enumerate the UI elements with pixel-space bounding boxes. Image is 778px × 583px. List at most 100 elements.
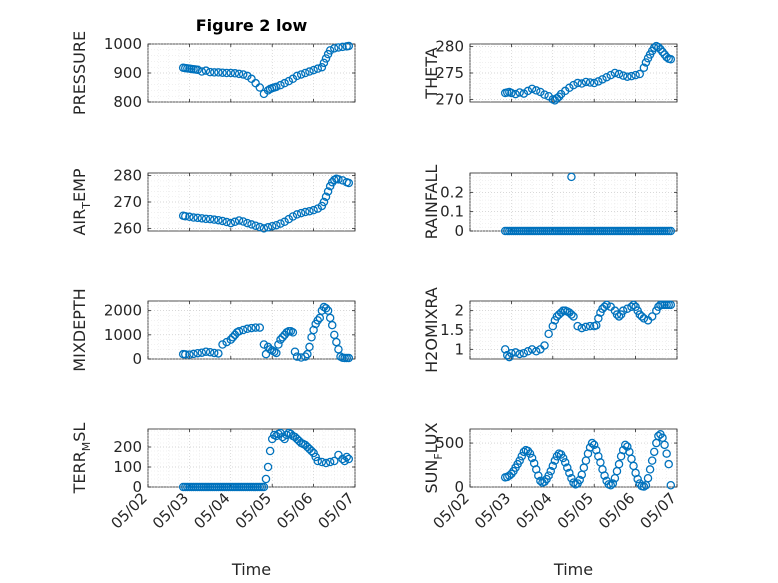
data-point <box>222 217 231 227</box>
data-point <box>666 55 676 64</box>
data-point <box>288 212 298 221</box>
data-point <box>296 208 306 218</box>
data-point <box>205 67 215 77</box>
data-point <box>550 456 560 465</box>
data-point <box>664 459 673 469</box>
panel-theta-grid <box>469 44 678 102</box>
panel-sun-flux-grid <box>469 429 678 488</box>
data-point <box>319 197 329 207</box>
data-point <box>255 222 265 232</box>
data-point <box>330 44 339 53</box>
data-point <box>305 206 314 216</box>
data-point <box>503 350 512 360</box>
data-point <box>272 82 281 92</box>
data-point <box>259 482 269 492</box>
data-point <box>639 482 649 491</box>
data-point <box>247 220 256 229</box>
data-point <box>282 430 291 440</box>
data-point <box>234 216 244 225</box>
data-point <box>263 223 273 232</box>
data-point <box>637 312 647 321</box>
data-point <box>290 347 300 356</box>
data-point <box>197 214 207 223</box>
data-point <box>544 471 553 480</box>
data-point <box>527 345 537 354</box>
data-point <box>643 473 653 483</box>
data-point <box>565 83 574 93</box>
data-point <box>276 219 285 228</box>
data-point <box>560 458 570 467</box>
data-point <box>600 302 609 312</box>
data-point <box>226 68 236 78</box>
data-point <box>185 350 194 359</box>
data-point <box>301 68 310 78</box>
data-point <box>544 329 553 339</box>
figure-title: Figure 2 low <box>196 16 308 35</box>
data-point <box>581 77 591 87</box>
data-point <box>654 42 663 52</box>
panel-terr-msl-minor-grid <box>148 429 355 487</box>
data-point <box>511 348 520 357</box>
data-point <box>558 453 568 463</box>
data-point <box>321 54 331 63</box>
data-point <box>276 335 285 344</box>
data-point <box>201 347 211 356</box>
data-point <box>581 322 591 332</box>
data-point <box>238 70 248 79</box>
data-point <box>649 43 659 52</box>
panel-rainfall-grid <box>469 173 678 232</box>
panel-theta-ylabel: THETA <box>422 47 441 99</box>
panel-sun-flux-ytick-label: 0 <box>454 478 464 496</box>
data-point <box>569 80 578 90</box>
data-point <box>515 456 524 465</box>
data-point <box>649 447 659 457</box>
data-point <box>540 341 549 350</box>
data-point <box>647 312 657 321</box>
data-point <box>185 212 194 222</box>
data-point <box>193 213 202 223</box>
data-point <box>230 217 240 227</box>
panel-pressure-points <box>178 41 354 99</box>
data-point <box>280 434 289 444</box>
data-point <box>272 220 281 230</box>
data-point <box>317 457 327 467</box>
data-point <box>606 70 616 80</box>
data-point <box>189 213 198 222</box>
data-point <box>523 86 533 96</box>
data-point <box>612 310 622 319</box>
data-point <box>534 471 543 480</box>
data-point <box>280 217 289 227</box>
data-point <box>276 80 285 90</box>
panel-terr-msl-xtick-label: 05/06 <box>273 489 316 532</box>
panel-pressure-minor-grid <box>148 44 355 102</box>
panel-pressure-ytick-label: 1000 <box>104 35 142 53</box>
data-point <box>280 78 289 88</box>
panel-terr-msl-xtick-label: 05/03 <box>149 489 192 532</box>
data-point <box>296 70 306 79</box>
data-point <box>344 353 354 363</box>
data-point <box>600 471 609 480</box>
data-point <box>278 432 287 442</box>
data-point <box>567 473 576 483</box>
data-point <box>311 452 320 462</box>
panel-rainfall-frame <box>469 172 678 232</box>
panel-h2omixra-ytick-label: 1 <box>454 340 464 358</box>
panel-terr-msl-ytick-label: 0 <box>132 478 142 496</box>
data-point <box>251 323 260 332</box>
data-point <box>330 456 339 466</box>
data-point <box>214 349 223 358</box>
data-point <box>618 71 628 80</box>
data-point <box>305 67 314 76</box>
data-point <box>594 314 603 323</box>
data-point <box>585 78 595 87</box>
data-point <box>288 328 298 337</box>
data-point <box>517 451 527 461</box>
data-point <box>292 352 302 361</box>
panel-terr-msl-ytick-label: 100 <box>113 458 142 476</box>
data-point <box>565 468 574 478</box>
panel-terr-msl-xtick-label: 05/05 <box>232 489 275 532</box>
data-point <box>536 87 545 97</box>
data-point <box>621 440 630 450</box>
data-point <box>255 83 265 92</box>
